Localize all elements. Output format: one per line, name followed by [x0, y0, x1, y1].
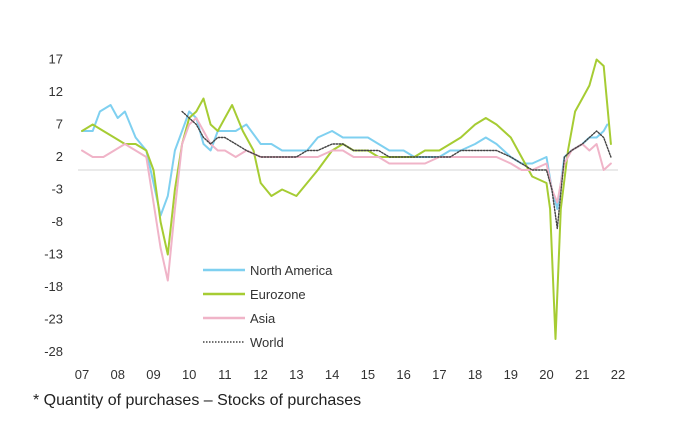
x-tick-label: 12	[253, 367, 267, 382]
x-tick-label: 17	[432, 367, 446, 382]
series-line-north-america	[81, 104, 609, 217]
x-tick-label: 16	[396, 367, 410, 382]
plot-area: 17 12 7 2 -3 -8 -13 -18 -23 -28 07 08 09 10 11 12 13 14 1…	[44, 52, 625, 383]
x-tick-label: 09	[146, 367, 160, 382]
series-layer	[81, 58, 612, 340]
legend-label-eurozone: Eurozone	[250, 287, 306, 302]
x-axis: 07 08 09 10 11 12 13 14 15 16 17 18 19 20 21 22	[75, 367, 625, 382]
y-tick-label: -23	[44, 312, 63, 327]
legend-label-asia: Asia	[250, 311, 276, 326]
x-tick-label: 19	[504, 367, 518, 382]
series-line-world	[181, 110, 612, 230]
legend-label-north-america: North America	[250, 263, 333, 278]
x-tick-label: 08	[110, 367, 124, 382]
footnote: * Quantity of purchases – Stocks of purc…	[33, 392, 362, 409]
x-tick-label: 18	[468, 367, 482, 382]
x-tick-label: 22	[611, 367, 625, 382]
x-tick-label: 21	[575, 367, 589, 382]
x-tick-label: 20	[539, 367, 553, 382]
x-tick-label: 14	[325, 367, 339, 382]
y-axis: 17 12 7 2 -3 -8 -13 -18 -23 -28	[44, 52, 63, 360]
x-tick-label: 07	[75, 367, 89, 382]
x-tick-label: 13	[289, 367, 303, 382]
legend-label-world: World	[250, 335, 284, 350]
y-tick-label: -8	[51, 214, 63, 229]
y-tick-label: 2	[56, 149, 63, 164]
y-tick-label: 12	[49, 84, 63, 99]
legend: North America Eurozone Asia World	[203, 263, 333, 350]
y-tick-label: 7	[56, 117, 63, 132]
x-tick-label: 11	[218, 367, 232, 382]
y-tick-label: -13	[44, 247, 63, 262]
y-tick-label: -28	[44, 344, 63, 359]
x-tick-label: 10	[182, 367, 196, 382]
y-tick-label: -3	[51, 182, 63, 197]
y-tick-label: -18	[44, 279, 63, 294]
series-line-eurozone	[81, 58, 612, 340]
series-line-asia	[81, 117, 612, 282]
y-tick-label: 17	[49, 52, 63, 67]
x-tick-label: 15	[361, 367, 375, 382]
